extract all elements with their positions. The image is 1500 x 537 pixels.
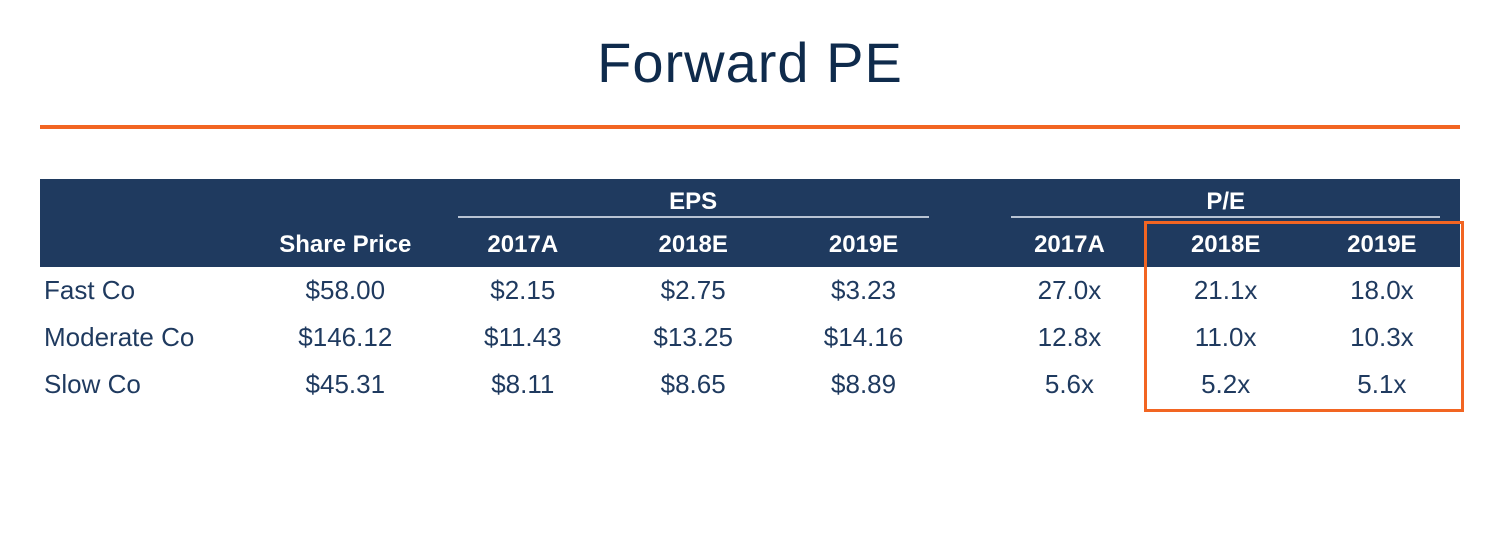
cell-pe-2017a: 5.6x	[991, 361, 1147, 408]
cell-eps-2017a: $2.15	[438, 267, 608, 314]
row-name: Slow Co	[40, 361, 253, 408]
table-row: Fast Co $58.00 $2.15 $2.75 $3.23 27.0x 2…	[40, 267, 1460, 314]
divider	[40, 125, 1460, 129]
col-eps-2017a: 2017A	[438, 223, 608, 267]
cell-pe-2019e: 5.1x	[1304, 361, 1460, 408]
cell-pe-2017a: 12.8x	[991, 314, 1147, 361]
page-title: Forward PE	[40, 30, 1460, 95]
cell-pe-2017a: 27.0x	[991, 267, 1147, 314]
table-row: Moderate Co $146.12 $11.43 $13.25 $14.16…	[40, 314, 1460, 361]
cell-eps-2019e: $3.23	[778, 267, 948, 314]
cell-eps-2019e: $14.16	[778, 314, 948, 361]
col-eps-2018e: 2018E	[608, 223, 778, 267]
cell-share-price: $58.00	[253, 267, 438, 314]
cell-eps-2017a: $8.11	[438, 361, 608, 408]
col-pe-2019e: 2019E	[1304, 223, 1460, 267]
cell-pe-2019e: 18.0x	[1304, 267, 1460, 314]
cell-pe-2019e: 10.3x	[1304, 314, 1460, 361]
cell-eps-2018e: $8.65	[608, 361, 778, 408]
col-pe-2018e: 2018E	[1148, 223, 1304, 267]
row-name: Fast Co	[40, 267, 253, 314]
col-eps-2019e: 2019E	[778, 223, 948, 267]
row-name: Moderate Co	[40, 314, 253, 361]
cell-pe-2018e: 21.1x	[1148, 267, 1304, 314]
col-pe-2017a: 2017A	[991, 223, 1147, 267]
table-row: Slow Co $45.31 $8.11 $8.65 $8.89 5.6x 5.…	[40, 361, 1460, 408]
col-group-pe: P/E	[1011, 188, 1440, 218]
cell-pe-2018e: 5.2x	[1148, 361, 1304, 408]
cell-eps-2018e: $2.75	[608, 267, 778, 314]
cell-share-price: $146.12	[253, 314, 438, 361]
col-group-eps: EPS	[458, 188, 929, 218]
pe-table-area: EPS P/E Share Price 2017A 2018E 2019E 20…	[40, 179, 1460, 408]
cell-pe-2018e: 11.0x	[1148, 314, 1304, 361]
cell-eps-2019e: $8.89	[778, 361, 948, 408]
cell-eps-2017a: $11.43	[438, 314, 608, 361]
col-share-price: Share Price	[253, 223, 438, 267]
pe-table: EPS P/E Share Price 2017A 2018E 2019E 20…	[40, 179, 1460, 408]
cell-eps-2018e: $13.25	[608, 314, 778, 361]
cell-share-price: $45.31	[253, 361, 438, 408]
